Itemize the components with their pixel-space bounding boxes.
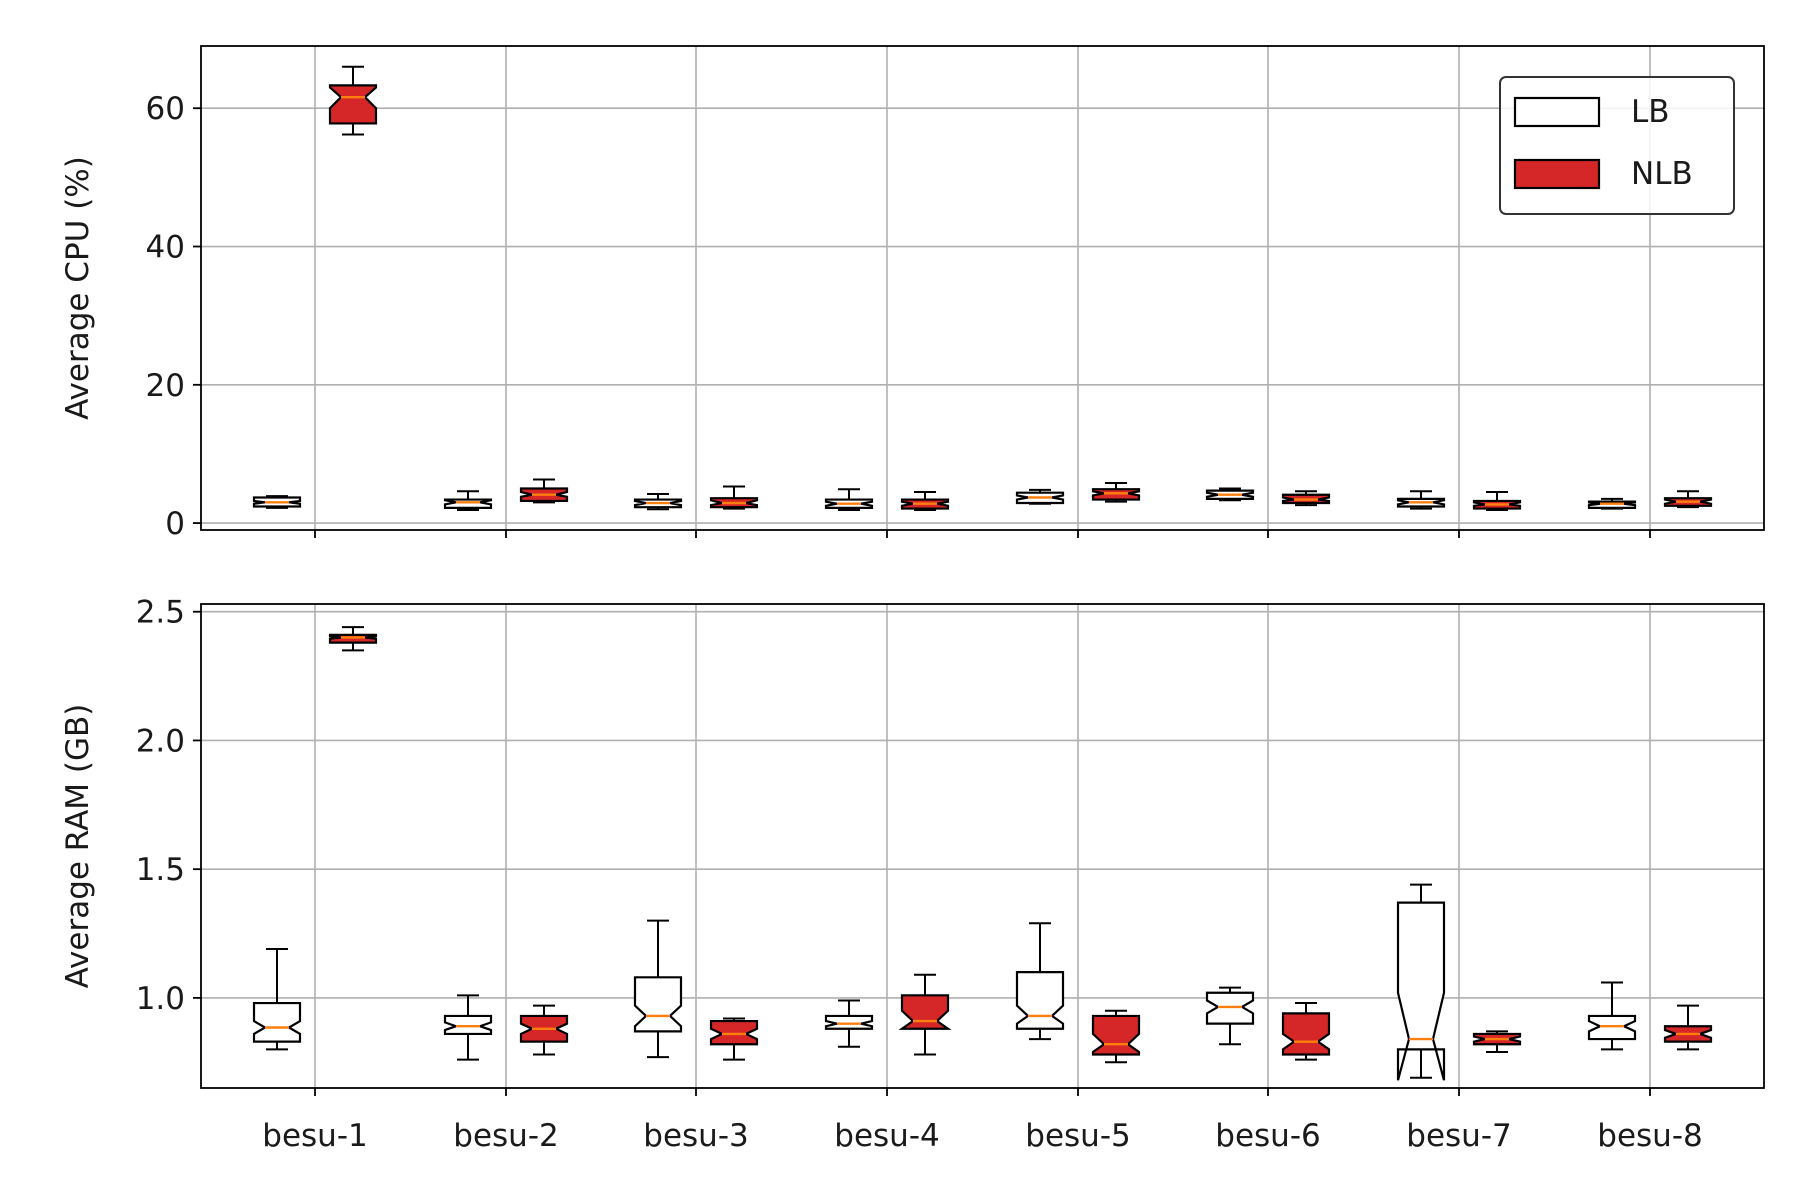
box-nlb-besu-3 <box>709 485 759 510</box>
box-nlb-besu-7 <box>1472 490 1522 511</box>
box-body <box>1091 1014 1141 1056</box>
plot-panel-1: 0 20 40 60 Average CPU (%) LB NLB <box>60 45 1765 542</box>
box-lb-besu-1 <box>252 495 302 509</box>
box-lb-besu-8 <box>1587 981 1637 1051</box>
legend-swatch-lb <box>1513 96 1601 128</box>
box-lb-besu-1 <box>252 947 302 1051</box>
box-nlb-besu-3 <box>709 1017 759 1061</box>
box-nlb-besu-2 <box>519 478 569 504</box>
box-body <box>1015 971 1065 1030</box>
box-lb-besu-4 <box>824 488 874 511</box>
box-lb-besu-8 <box>1587 497 1637 510</box>
box-body <box>443 498 493 509</box>
axes-frame <box>200 45 1765 531</box>
axes-frame <box>200 603 1765 1089</box>
box-body <box>709 1019 759 1046</box>
box-body <box>1396 901 1446 1081</box>
box-nlb-besu-4 <box>900 490 950 511</box>
box-lb-besu-7 <box>1396 883 1446 1081</box>
legend-swatch-nlb <box>1513 158 1601 190</box>
box-lb-besu-4 <box>824 999 874 1048</box>
x-tick-label: besu-2 <box>453 1118 558 1154</box>
box-nlb-besu-2 <box>519 1004 569 1056</box>
y-tick-label: 1.5 <box>136 852 185 888</box>
box-body <box>252 1001 302 1043</box>
box-lb-besu-3 <box>633 919 683 1059</box>
legend-label-nlb: NLB <box>1631 156 1693 192</box>
box-lb-besu-5 <box>1015 488 1065 505</box>
x-tick-label: besu-6 <box>1215 1118 1320 1154</box>
y-tick-label: 60 <box>146 91 185 127</box>
box-body <box>443 1014 493 1036</box>
box-body <box>1281 1012 1331 1056</box>
y-axis-label: Average CPU (%) <box>60 156 96 420</box>
box-lb-besu-3 <box>633 493 683 511</box>
box-lb-besu-7 <box>1396 490 1446 510</box>
box-body <box>1205 991 1255 1025</box>
y-tick-label: 2.0 <box>136 723 185 759</box>
box-lb-besu-5 <box>1015 922 1065 1041</box>
box-nlb-besu-4 <box>898 973 952 1056</box>
box-nlb-besu-1 <box>328 65 378 136</box>
box-lb-besu-2 <box>443 994 493 1061</box>
plot-panel-2: 1.0 1.5 2.0 2.5 Average RAM (GB) besu-1 besu-2… <box>60 595 1765 1154</box>
box-nlb-besu-5 <box>1091 481 1141 503</box>
x-tick-label: besu-8 <box>1597 1118 1702 1154</box>
legend: LB NLB <box>1499 76 1735 215</box>
box-nlb-besu-6 <box>1281 490 1331 507</box>
box-nlb-besu-8 <box>1663 490 1713 509</box>
legend-label-lb: LB <box>1631 94 1670 130</box>
x-tick-label: besu-7 <box>1406 1118 1511 1154</box>
box-body <box>824 1014 874 1030</box>
box-body <box>1587 1014 1637 1041</box>
box-nlb-besu-5 <box>1091 1009 1141 1064</box>
x-tick-label: besu-4 <box>834 1118 939 1154</box>
box-nlb-besu-8 <box>1663 1004 1713 1051</box>
box-lb-besu-2 <box>443 490 493 511</box>
x-tick-label: besu-1 <box>262 1118 367 1154</box>
y-tick-label: 20 <box>146 368 185 404</box>
y-axis-label: Average RAM (GB) <box>60 704 96 989</box>
y-tick-label: 0 <box>165 506 185 542</box>
box-body <box>898 994 952 1030</box>
box-body <box>328 84 378 125</box>
y-tick-label: 2.5 <box>136 595 185 631</box>
box-nlb-besu-6 <box>1281 1002 1331 1061</box>
box-nlb-besu-1 <box>328 626 378 652</box>
box-lb-besu-6 <box>1205 487 1255 502</box>
box-body <box>328 633 378 644</box>
y-tick-label: 1.0 <box>136 981 185 1017</box>
x-tick-label: besu-3 <box>643 1118 748 1154</box>
box-body <box>633 976 683 1033</box>
box-nlb-besu-7 <box>1472 1030 1522 1053</box>
y-tick-label: 40 <box>146 230 185 266</box>
x-tick-label: besu-5 <box>1025 1118 1130 1154</box>
box-lb-besu-6 <box>1205 986 1255 1046</box>
